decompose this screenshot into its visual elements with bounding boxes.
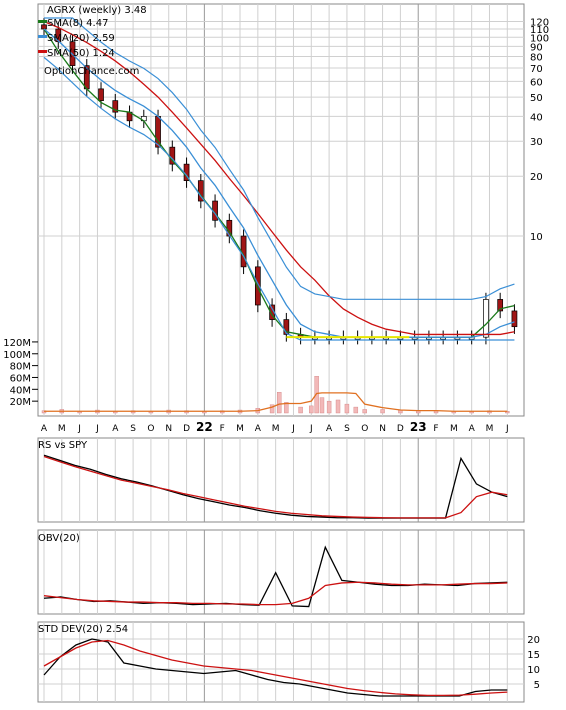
volume-bar — [353, 406, 359, 414]
sma20-swatch — [38, 35, 47, 38]
volume-bar — [277, 392, 282, 414]
volume-bar — [314, 376, 319, 414]
candle-body — [497, 299, 504, 312]
volume-tick-label: 20M — [10, 397, 31, 408]
watermark: OptionChance.com — [44, 66, 139, 77]
volume-tick-label: 40M — [10, 385, 31, 396]
obv-average-line — [43, 581, 508, 606]
band-lower-line — [43, 56, 515, 341]
volume-average-line — [44, 392, 508, 412]
stddev-tick-label: 5 — [534, 680, 540, 691]
x-tick-label: N — [379, 424, 386, 434]
x-tick-label: A — [41, 424, 48, 434]
x-tick-label: A — [112, 424, 119, 434]
volume-tick-label: 80M — [10, 362, 31, 373]
x-tick-label: A — [469, 424, 476, 434]
rs-panel-frame — [37, 437, 525, 523]
volume-bar — [269, 404, 275, 414]
price-tick-label: 90 — [530, 42, 543, 53]
legend-sma20: SMA(20) 2.59 — [47, 33, 115, 44]
volume-bar — [326, 400, 332, 414]
legend-sma8: SMA(8) 4.47 — [47, 18, 108, 29]
x-tick-label: 23 — [410, 420, 427, 434]
x-tick-label: J — [505, 424, 509, 434]
candle-body — [483, 299, 489, 338]
price-tick-label: 100 — [530, 33, 549, 44]
candle-body — [511, 310, 518, 328]
x-tick-label: J — [291, 424, 295, 434]
volume-bar — [335, 399, 341, 414]
x-tick-label: J — [95, 424, 99, 434]
main-panel-frame — [37, 3, 525, 417]
x-tick-label: D — [183, 424, 190, 434]
volume-bar — [380, 409, 385, 414]
volume-tick-label: 100M — [3, 350, 31, 361]
rs-panel-title: RS vs SPY — [38, 440, 88, 451]
sma20-line — [43, 28, 515, 338]
volume-bar — [319, 397, 325, 414]
x-tick-label: O — [147, 424, 154, 434]
price-tick-label: 110 — [530, 25, 549, 36]
price-tick-label: 80 — [530, 53, 543, 64]
candle-body — [283, 319, 290, 335]
x-tick-label: M — [450, 424, 458, 434]
legend-title: AGRX (weekly) 3.48 — [47, 5, 147, 16]
stddev-tick-label: 15 — [527, 650, 540, 661]
volume-bar — [362, 409, 367, 414]
volume-bar — [298, 406, 303, 414]
volume-tick-label: 120M — [3, 338, 31, 349]
candle-body — [98, 88, 104, 101]
price-tick-label: 20 — [530, 172, 543, 183]
candle-body — [41, 24, 47, 30]
x-tick-label: J — [309, 424, 313, 434]
candle-body — [254, 266, 261, 306]
sd-panel-frame — [37, 621, 525, 703]
x-tick-label: S — [344, 424, 350, 434]
price-tick-label: 50 — [530, 93, 543, 104]
sma50-swatch — [38, 50, 47, 53]
obv-panel-title: OBV(20) — [38, 533, 80, 544]
price-tick-label: 30 — [530, 137, 543, 148]
x-tick-label: D — [397, 424, 404, 434]
x-tick-label: M — [272, 424, 280, 434]
candle-body — [112, 100, 119, 113]
price-tick-label: 40 — [530, 112, 543, 123]
price-tick-label: 60 — [530, 77, 543, 88]
x-tick-label: F — [433, 424, 438, 434]
stddev-tick-label: 20 — [527, 635, 540, 646]
band-upper-line — [44, 17, 515, 300]
x-tick-label: A — [255, 424, 262, 434]
volume-tick-label: 60M — [10, 373, 31, 384]
x-tick-label: S — [130, 424, 136, 434]
obv-panel-frame — [37, 529, 525, 615]
volume-bar — [344, 403, 350, 414]
stddev-average-line — [43, 639, 508, 697]
x-tick-label: M — [236, 424, 244, 434]
x-tick-label: 22 — [196, 420, 213, 434]
volume-bar — [284, 402, 289, 414]
legend-sma50: SMA(50) 1.24 — [47, 48, 115, 59]
volume-bar — [309, 405, 314, 414]
sma50-line — [43, 20, 515, 336]
x-tick-label: N — [165, 424, 172, 434]
x-tick-label: J — [77, 424, 81, 434]
price-tick-label: 10 — [530, 232, 543, 243]
x-tick-label: M — [486, 424, 494, 434]
x-tick-label: O — [361, 424, 368, 434]
sma8-swatch — [38, 20, 47, 23]
x-tick-label: A — [326, 424, 333, 434]
price-tick-label: 70 — [530, 64, 543, 75]
stddev-panel-title: STD DEV(20) 2.54 — [38, 624, 128, 635]
candle-body — [197, 180, 204, 202]
x-tick-label: F — [220, 424, 225, 434]
x-tick-label: M — [58, 424, 66, 434]
price-tick-label: 120 — [530, 18, 549, 29]
rs-average-line — [43, 455, 508, 519]
price-legend: AGRX (weekly) 3.48 SMA(8) 4.47 SMA(20) 2… — [38, 5, 147, 77]
stddev-tick-label: 10 — [527, 665, 540, 676]
candle-body — [55, 28, 62, 43]
